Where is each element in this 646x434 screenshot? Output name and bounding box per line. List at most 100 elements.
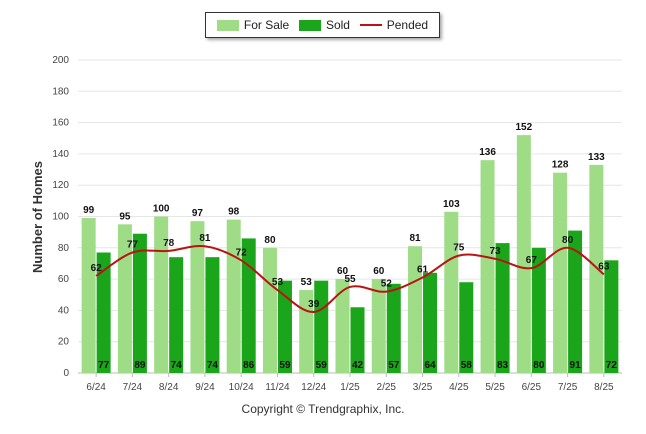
bar-sold[interactable]	[169, 257, 184, 373]
bar-sold[interactable]	[350, 307, 365, 373]
y-tick-label: 160	[52, 118, 69, 129]
y-tick-label: 80	[58, 243, 70, 254]
y-tick-label: 60	[58, 274, 70, 285]
x-tick-label: 6/25	[522, 382, 542, 393]
y-tick-layer: 0 20 40 60 80 100 120 140 160 180 200	[52, 55, 69, 379]
legend: For Sale Sold Pended	[205, 12, 440, 38]
bar-layer	[81, 135, 619, 374]
sold-value-label: 89	[134, 360, 146, 371]
bar-sold[interactable]	[568, 230, 583, 373]
bar-for-sale[interactable]	[81, 218, 96, 373]
bar-for-sale[interactable]	[117, 224, 132, 373]
sold-value-label: 74	[207, 360, 219, 371]
y-tick-label: 200	[52, 55, 69, 66]
for-sale-value-label: 95	[119, 211, 131, 222]
x-tick-label: 7/25	[558, 382, 578, 393]
bar-sold[interactable]	[241, 238, 256, 373]
bar-sold[interactable]	[205, 257, 220, 373]
sold-value-label: 80	[533, 360, 545, 371]
pended-value-label: 61	[417, 265, 429, 276]
bar-sold[interactable]	[96, 252, 111, 373]
bar-sold[interactable]	[314, 280, 329, 373]
legend-label-for-sale: For Sale	[243, 18, 290, 32]
data-label-layer: 99 77 62 95 89 77 100 74 78 97 74 81 98 86 72 80 59 53 53 5…	[83, 122, 617, 371]
bar-for-sale[interactable]	[553, 172, 568, 373]
y-tick-label: 120	[52, 180, 69, 191]
bar-for-sale[interactable]	[408, 246, 423, 373]
for-sale-value-label: 133	[588, 152, 605, 163]
bar-sold[interactable]	[531, 247, 546, 373]
for-sale-value-label: 80	[264, 235, 276, 246]
sold-value-label: 83	[497, 360, 509, 371]
bar-sold[interactable]	[423, 272, 438, 373]
x-tick-label: 5/25	[485, 382, 505, 393]
sold-value-label: 64	[424, 360, 436, 371]
sold-value-label: 91	[570, 360, 582, 371]
bar-for-sale[interactable]	[480, 160, 495, 373]
for-sale-value-label: 103	[443, 199, 460, 210]
pended-value-label: 81	[199, 233, 211, 244]
bar-for-sale[interactable]	[516, 135, 531, 373]
for-sale-value-label: 136	[479, 147, 496, 158]
x-tick-label: 9/24	[195, 382, 215, 393]
x-tick-label: 11/24	[265, 382, 290, 393]
x-tick-label: 6/24	[86, 382, 106, 393]
pended-value-label: 52	[381, 279, 393, 290]
for-sale-swatch	[216, 19, 239, 31]
pended-line-layer	[95, 244, 605, 313]
bar-for-sale[interactable]	[444, 211, 459, 373]
pended-value-label: 72	[236, 247, 248, 258]
legend-item-pended[interactable]: Pended	[359, 18, 428, 32]
y-tick-label: 140	[52, 149, 69, 160]
bar-sold[interactable]	[604, 260, 619, 373]
bar-for-sale[interactable]	[190, 221, 205, 373]
sold-value-label: 57	[388, 360, 400, 371]
bar-sold[interactable]	[459, 282, 474, 373]
bar-sold[interactable]	[386, 283, 401, 373]
sold-value-label: 58	[461, 360, 473, 371]
sold-value-label: 42	[352, 360, 364, 371]
x-tick-label: 10/24	[229, 382, 254, 393]
y-axis-label: Number of Homes	[30, 161, 45, 273]
y-tick-label: 40	[58, 305, 70, 316]
x-tick-label: 3/25	[413, 382, 433, 393]
pended-value-label: 73	[490, 246, 502, 257]
pended-value-label: 75	[453, 243, 465, 254]
bar-for-sale[interactable]	[262, 247, 277, 373]
bar-for-sale[interactable]	[154, 216, 169, 374]
bar-for-sale[interactable]	[335, 279, 350, 373]
y-tick-label: 20	[58, 337, 70, 348]
y-tick-label: 0	[63, 368, 69, 379]
x-tick-label: 4/25	[449, 382, 469, 393]
sold-value-label: 59	[279, 360, 291, 371]
legend-item-sold[interactable]: Sold	[298, 18, 350, 32]
for-sale-value-label: 100	[153, 204, 170, 215]
legend-label-sold: Sold	[325, 18, 350, 32]
legend-item-for-sale[interactable]: For Sale	[216, 18, 290, 32]
x-tick-label: 2/25	[377, 382, 397, 393]
pended-value-label: 55	[344, 274, 356, 285]
bar-for-sale[interactable]	[226, 219, 241, 373]
pended-value-label: 67	[526, 255, 538, 266]
bar-sold[interactable]	[495, 243, 510, 373]
y-tick-label: 100	[52, 212, 69, 223]
for-sale-value-label: 152	[515, 122, 532, 133]
pended-line[interactable]	[95, 244, 605, 313]
bar-sold[interactable]	[132, 233, 147, 373]
x-tick-label: 12/24	[301, 382, 326, 393]
pended-value-label: 80	[562, 235, 574, 246]
for-sale-value-label: 99	[83, 205, 95, 216]
sold-value-label: 77	[98, 360, 110, 371]
pended-swatch	[359, 24, 382, 26]
bar-sold[interactable]	[277, 280, 292, 373]
x-tick-layer: 6/24 7/24 8/24 9/24 10/24 11/24 12/24 1/25 2/25 3…	[86, 373, 614, 393]
sold-value-label: 86	[243, 360, 255, 371]
sold-value-label: 72	[606, 360, 618, 371]
for-sale-value-label: 53	[301, 277, 313, 288]
for-sale-value-label: 128	[552, 160, 569, 171]
bar-for-sale[interactable]	[371, 279, 386, 373]
copyright-text: Copyright © Trendgraphix, Inc.	[241, 402, 405, 416]
for-sale-value-label: 60	[337, 266, 349, 277]
for-sale-value-label: 60	[373, 266, 385, 277]
